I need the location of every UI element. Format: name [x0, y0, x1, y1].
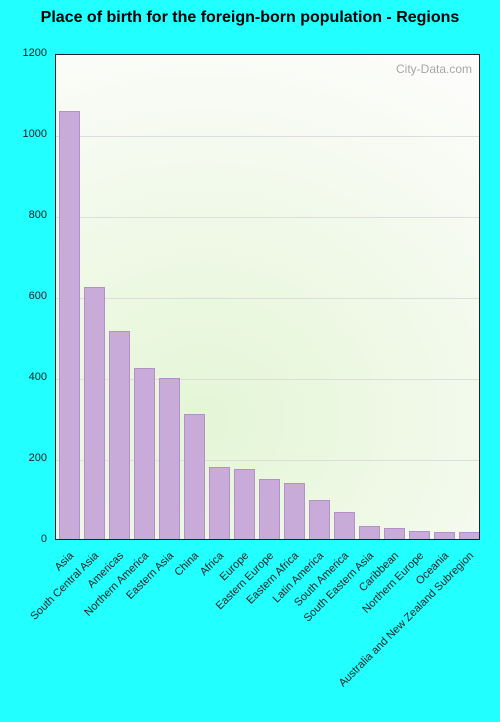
bar [334, 512, 356, 539]
bar [409, 531, 431, 539]
bar [109, 331, 131, 539]
bar [234, 469, 256, 539]
bar [159, 378, 181, 539]
watermark-text: City-Data.com [396, 62, 472, 76]
bar [309, 500, 331, 539]
bar [259, 479, 281, 539]
y-tick-label: 800 [0, 209, 47, 221]
grid-line [56, 298, 479, 299]
chart-area: City-Data.com 020040060080010001200AsiaS… [0, 0, 500, 722]
y-tick-label: 600 [0, 290, 47, 302]
y-tick-label: 1200 [0, 47, 47, 59]
bar [134, 368, 156, 539]
bar [59, 111, 81, 539]
grid-line [56, 217, 479, 218]
bar [184, 414, 206, 539]
bar [209, 467, 231, 539]
bar [384, 528, 406, 539]
y-tick-label: 200 [0, 452, 47, 464]
page: Place of birth for the foreign-born popu… [0, 0, 500, 722]
grid-line [56, 136, 479, 137]
bar [284, 483, 306, 539]
bar [434, 532, 456, 539]
y-tick-label: 0 [0, 533, 47, 545]
bar [359, 526, 381, 539]
plot-area [55, 54, 480, 540]
bar [459, 532, 480, 539]
bar [84, 287, 106, 539]
y-tick-label: 400 [0, 371, 47, 383]
y-tick-label: 1000 [0, 128, 47, 140]
